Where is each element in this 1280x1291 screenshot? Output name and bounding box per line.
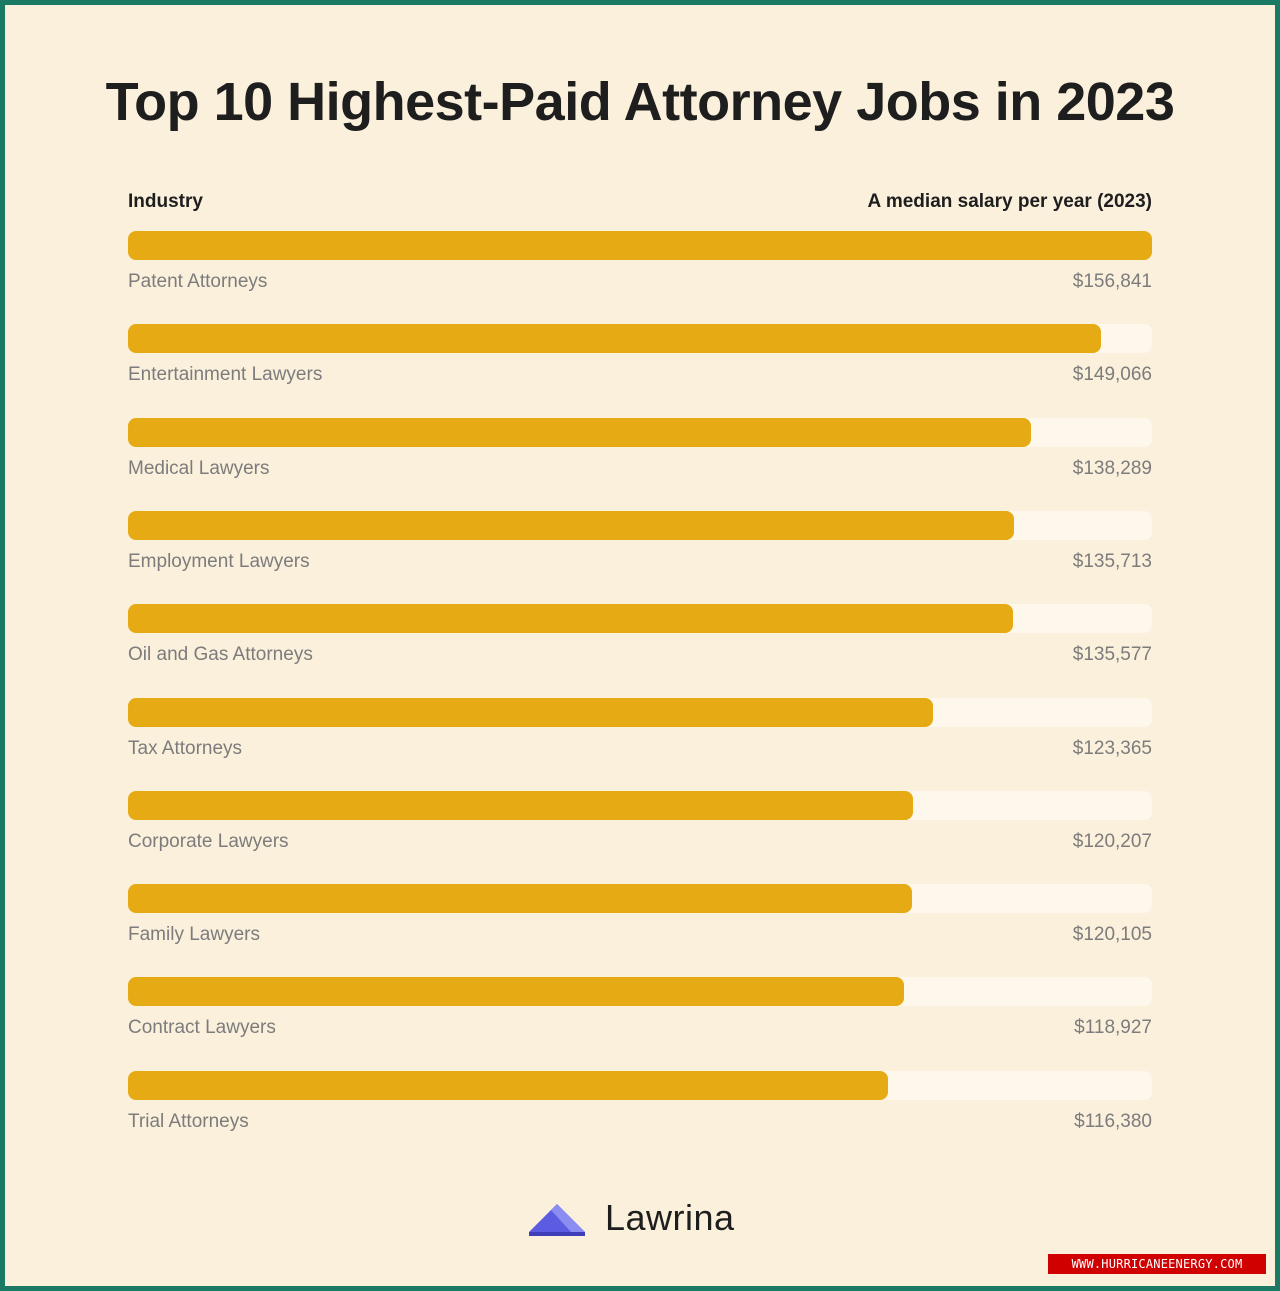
value-label: $135,713 <box>1072 550 1152 572</box>
bar-row: Family Lawyers $120,105 <box>128 884 1152 964</box>
chart-title: Top 10 Highest-Paid Attorney Jobs in 202… <box>105 72 1175 132</box>
bar <box>128 417 1031 447</box>
bar <box>128 884 913 914</box>
bar-row: Oil and Gas Attorneys $135,577 <box>128 604 1152 684</box>
bar <box>128 790 913 820</box>
lawrina-logo: Lawrina <box>527 1197 735 1239</box>
bar <box>128 977 905 1007</box>
category-label: Medical Lawyers <box>128 457 270 479</box>
value-label: $120,207 <box>1072 830 1152 852</box>
category-label: Contract Lawyers <box>128 1017 276 1039</box>
bar <box>128 324 1102 354</box>
bar-row: Employment Lawyers $135,713 <box>128 510 1152 591</box>
category-label: Family Lawyers <box>128 924 260 946</box>
bar <box>128 510 1015 540</box>
bar <box>128 1070 888 1100</box>
value-label: $123,365 <box>1072 737 1152 759</box>
salary-bar-chart: Patent Attorneys $156,841 Entertainment La… <box>128 231 1152 1151</box>
bar-row: Medical Lawyers $138,289 <box>128 417 1152 498</box>
category-label: Entertainment Lawyers <box>128 364 323 386</box>
bar-row: Corporate Lawyers $120,207 <box>128 790 1152 871</box>
bar-row: Patent Attorneys $156,841 <box>128 231 1152 311</box>
bar <box>128 697 934 727</box>
bar-row: Entertainment Lawyers $149,066 <box>128 324 1152 404</box>
value-label: $118,927 <box>1074 1017 1152 1039</box>
bar-row: Trial Attorneys $116,380 <box>128 1070 1152 1151</box>
bar <box>128 231 1152 260</box>
bar-row: Tax Attorneys $123,365 <box>128 697 1152 778</box>
category-label: Employment Lawyers <box>128 550 310 572</box>
value-label: $116,380 <box>1074 1110 1152 1132</box>
category-label: Patent Attorneys <box>128 271 268 292</box>
bar-row: Contract Lawyers $118,927 <box>128 977 1152 1057</box>
lawrina-mountain-icon <box>529 1204 585 1236</box>
value-label: $149,066 <box>1072 364 1152 386</box>
category-label: Tax Attorneys <box>128 737 243 759</box>
salary-header: A median salary per year (2023) <box>867 191 1152 212</box>
category-label: Trial Attorneys <box>128 1110 249 1132</box>
industry-header: Industry <box>128 191 203 212</box>
value-label: $135,577 <box>1072 644 1152 666</box>
bar <box>128 604 1014 634</box>
category-label: Corporate Lawyers <box>128 830 289 852</box>
logo-text: Lawrina <box>605 1197 735 1238</box>
value-label: $120,105 <box>1072 924 1152 946</box>
watermark-banner: WWW.HURRICANEENERGY.COM <box>1048 1254 1266 1274</box>
value-label: $138,289 <box>1072 457 1152 479</box>
category-label: Oil and Gas Attorneys <box>128 644 313 666</box>
value-label: $156,841 <box>1072 271 1152 292</box>
